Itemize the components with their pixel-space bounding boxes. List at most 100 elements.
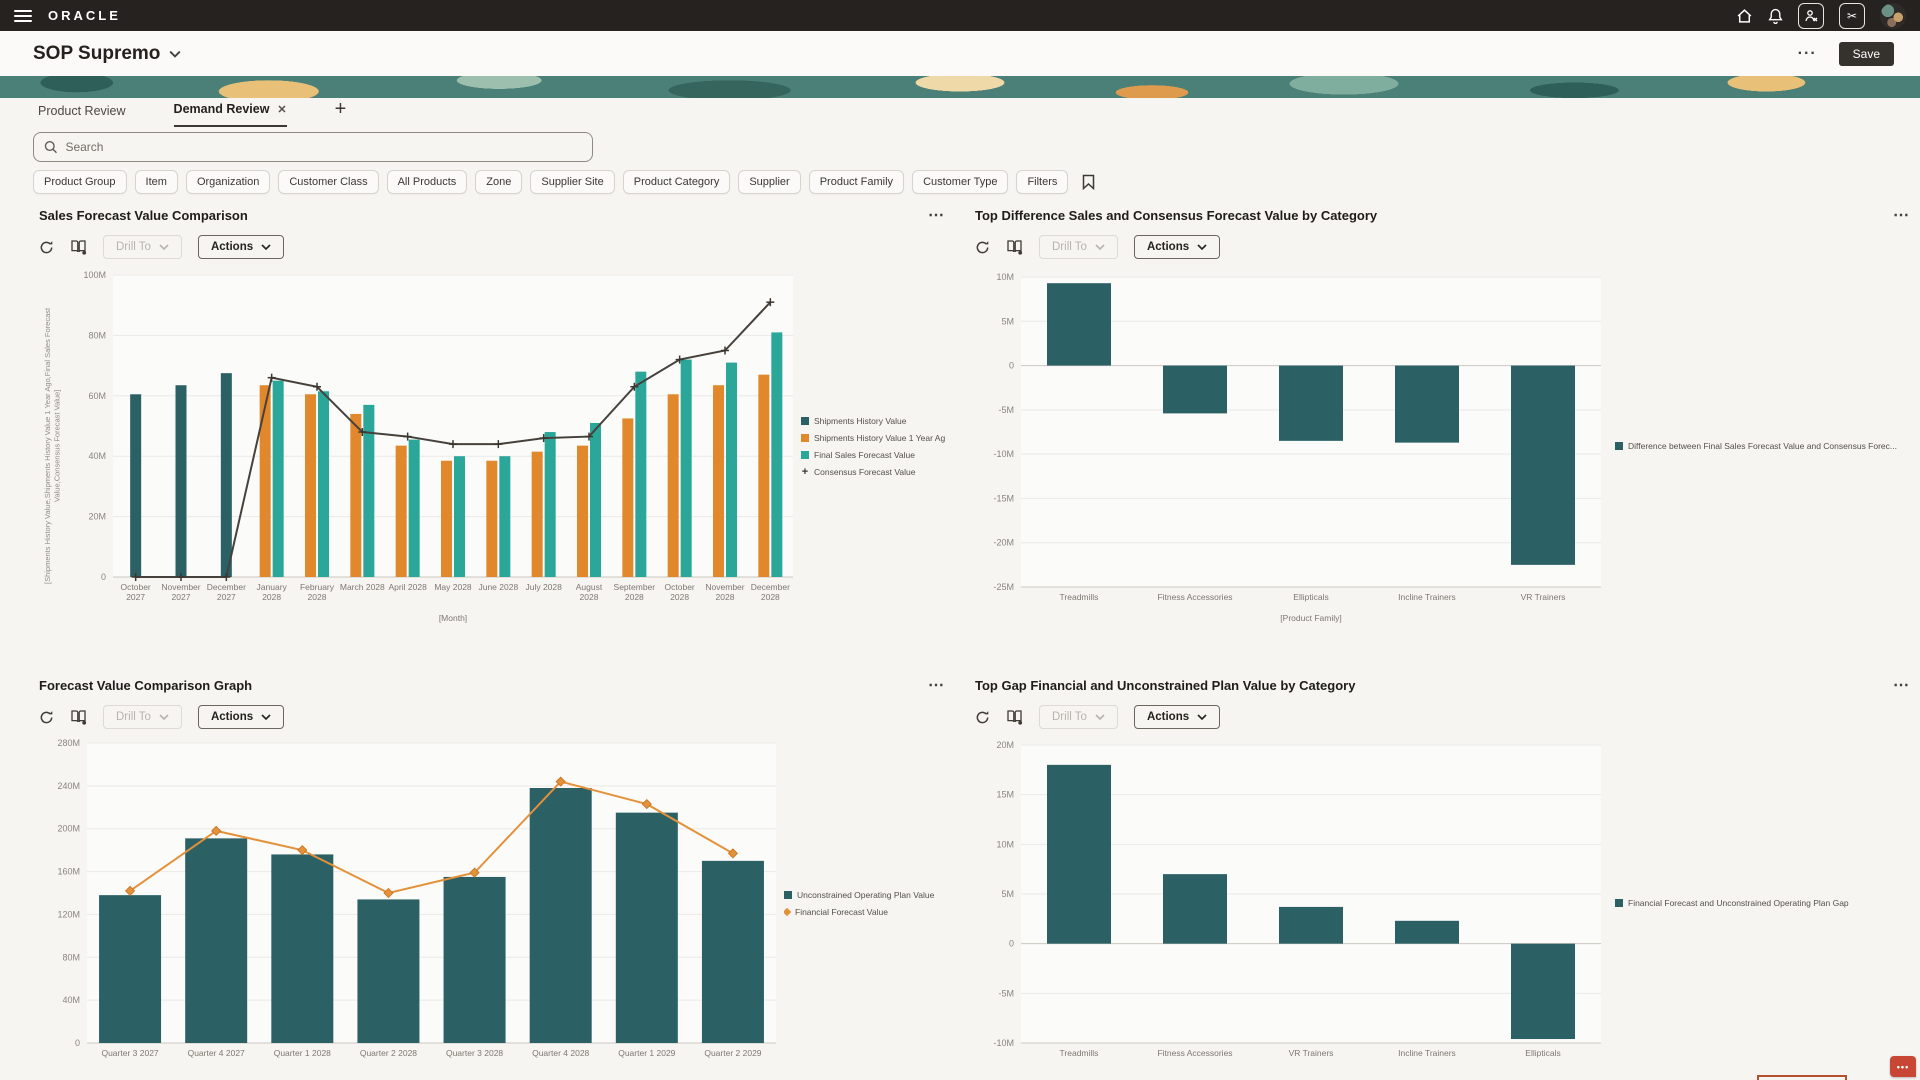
y-tick-label: 160M bbox=[57, 867, 80, 877]
bar[interactable] bbox=[667, 394, 679, 577]
legend-swatch bbox=[801, 433, 809, 442]
bar[interactable] bbox=[529, 788, 592, 1043]
drill-to-button[interactable]: Drill To bbox=[1039, 235, 1118, 259]
bar[interactable] bbox=[441, 460, 452, 577]
home-icon[interactable] bbox=[1736, 8, 1753, 24]
bar[interactable] bbox=[1279, 365, 1343, 441]
bar[interactable] bbox=[1511, 365, 1575, 565]
bookmark-icon[interactable] bbox=[1082, 174, 1095, 190]
search-input[interactable] bbox=[65, 140, 582, 154]
filter-chip-customer-class[interactable]: Customer Class bbox=[278, 170, 379, 194]
panel-menu-icon[interactable]: ⋯ bbox=[1893, 207, 1910, 224]
bar[interactable] bbox=[1047, 764, 1111, 944]
bar[interactable] bbox=[701, 860, 764, 1043]
actions-button[interactable]: Actions bbox=[197, 235, 285, 259]
bar[interactable] bbox=[357, 899, 420, 1043]
user-avatar[interactable] bbox=[1880, 2, 1906, 29]
y-tick-label: 15M bbox=[996, 790, 1014, 800]
bar[interactable] bbox=[130, 394, 142, 577]
bar[interactable] bbox=[713, 385, 724, 577]
drill-to-button[interactable]: Drill To bbox=[1039, 705, 1118, 729]
bar[interactable] bbox=[363, 404, 375, 577]
bar[interactable] bbox=[454, 456, 465, 577]
plan-title[interactable]: SOP Supremo bbox=[33, 43, 181, 65]
bar[interactable] bbox=[622, 418, 634, 577]
hamburger-menu-icon[interactable] bbox=[14, 9, 32, 22]
bar[interactable] bbox=[726, 362, 737, 577]
tab-close-icon[interactable]: ✕ bbox=[277, 103, 287, 116]
bar[interactable] bbox=[272, 380, 284, 577]
bar[interactable] bbox=[1395, 365, 1459, 443]
bar[interactable] bbox=[1047, 283, 1111, 366]
refresh-icon[interactable] bbox=[39, 710, 54, 725]
filter-chip-supplier[interactable]: Supplier bbox=[738, 170, 801, 194]
bar[interactable] bbox=[1511, 943, 1575, 1040]
panel-menu-icon[interactable]: ⋯ bbox=[928, 677, 945, 694]
filter-chip-zone[interactable]: Zone bbox=[475, 170, 523, 194]
bar[interactable] bbox=[1163, 365, 1227, 414]
bar[interactable] bbox=[1279, 906, 1343, 944]
filter-chip-product-group[interactable]: Product Group bbox=[33, 170, 127, 194]
bar[interactable] bbox=[758, 374, 770, 577]
bar[interactable] bbox=[350, 413, 362, 577]
book-icon[interactable] bbox=[70, 239, 87, 255]
notifications-bell-icon[interactable] bbox=[1768, 8, 1783, 24]
person-x-tool-button[interactable] bbox=[1798, 2, 1824, 29]
bar[interactable] bbox=[175, 385, 187, 577]
search-box[interactable] bbox=[33, 132, 593, 162]
refresh-icon[interactable] bbox=[39, 240, 54, 255]
header-overflow-icon[interactable]: ··· bbox=[1797, 44, 1817, 62]
book-icon[interactable] bbox=[1006, 709, 1023, 725]
book-icon[interactable] bbox=[70, 709, 87, 725]
tab-product-review[interactable]: Product Review bbox=[38, 104, 126, 127]
bar[interactable] bbox=[395, 445, 407, 577]
bar[interactable] bbox=[635, 371, 647, 577]
book-icon[interactable] bbox=[1006, 239, 1023, 255]
panel-menu-icon[interactable]: ⋯ bbox=[928, 207, 945, 224]
bar[interactable] bbox=[318, 391, 329, 577]
save-button[interactable]: Save bbox=[1838, 41, 1894, 66]
filter-chip-customer-type[interactable]: Customer Type bbox=[912, 170, 1009, 194]
bar[interactable] bbox=[185, 838, 248, 1043]
bar[interactable] bbox=[1395, 920, 1459, 944]
bar[interactable] bbox=[443, 876, 506, 1043]
add-tab-button[interactable]: + bbox=[334, 98, 347, 120]
actions-button[interactable]: Actions bbox=[197, 705, 285, 729]
bar[interactable] bbox=[99, 895, 162, 1043]
drill-to-button[interactable]: Drill To bbox=[103, 705, 182, 729]
filter-chip-item[interactable]: Item bbox=[134, 170, 178, 194]
bar[interactable] bbox=[259, 385, 271, 577]
filter-chip-all-products[interactable]: All Products bbox=[386, 170, 468, 194]
refresh-icon[interactable] bbox=[975, 710, 990, 725]
panel-menu-icon[interactable]: ⋯ bbox=[1893, 677, 1910, 694]
bar[interactable] bbox=[271, 854, 334, 1043]
actions-button[interactable]: Actions bbox=[1133, 235, 1221, 259]
bar[interactable] bbox=[486, 460, 498, 577]
filter-chip-organization[interactable]: Organization bbox=[185, 170, 271, 194]
chat-button[interactable]: ••• bbox=[1890, 1056, 1916, 1077]
actions-button[interactable]: Actions bbox=[1133, 705, 1221, 729]
bar[interactable] bbox=[499, 456, 511, 577]
filter-chip-product-category[interactable]: Product Category bbox=[622, 170, 731, 194]
bar[interactable] bbox=[771, 332, 783, 577]
bar[interactable] bbox=[680, 359, 692, 577]
bar[interactable] bbox=[1163, 874, 1227, 944]
bar[interactable] bbox=[305, 394, 316, 577]
tab-demand-review[interactable]: Demand Review ✕ bbox=[173, 102, 287, 127]
filter-chip-product-family[interactable]: Product Family bbox=[808, 170, 905, 194]
bar[interactable] bbox=[220, 373, 232, 577]
x-category-label: January bbox=[257, 582, 288, 592]
bar[interactable] bbox=[544, 432, 556, 577]
drill-to-button[interactable]: Drill To bbox=[103, 235, 182, 259]
scissors-tool-button[interactable]: ✂ bbox=[1839, 2, 1865, 29]
refresh-icon[interactable] bbox=[975, 240, 990, 255]
filter-chip-supplier-site[interactable]: Supplier Site bbox=[530, 170, 615, 194]
bar[interactable] bbox=[615, 812, 678, 1043]
chart-legend: Shipments History Value Shipments History… bbox=[801, 267, 945, 625]
bar[interactable] bbox=[408, 439, 420, 577]
bar[interactable] bbox=[531, 451, 543, 577]
bar[interactable] bbox=[590, 422, 601, 577]
legend-label: Shipments History Value bbox=[814, 415, 907, 426]
filter-chip-filters[interactable]: Filters bbox=[1016, 170, 1069, 194]
bar[interactable] bbox=[577, 445, 588, 577]
